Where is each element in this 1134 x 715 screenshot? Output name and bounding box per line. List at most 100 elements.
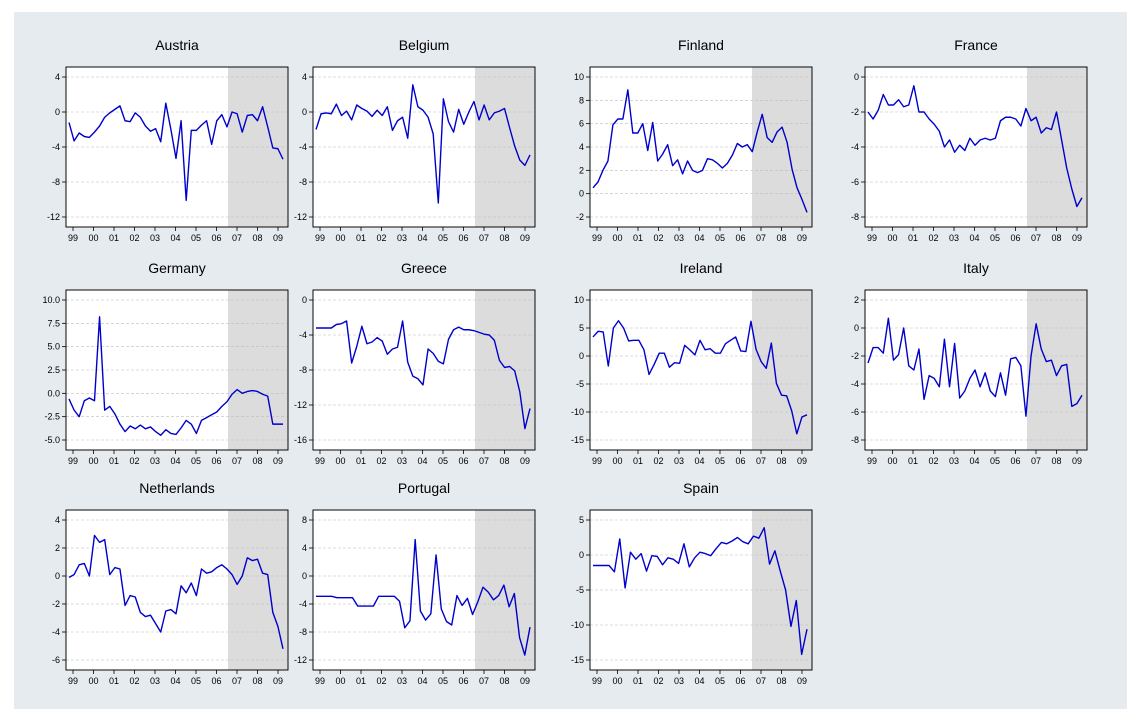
- y-tick-label: 0: [854, 323, 859, 333]
- panel-belgium: Belgium 4 0 -4 -8 -12 99 00 01 02 03 04 05 06 07 08 09: [294, 37, 536, 243]
- y-tick-label: 5.0: [47, 342, 60, 352]
- x-tick-label: 04: [170, 233, 180, 243]
- x-tick-label: 07: [1031, 233, 1041, 243]
- x-tick-label: 08: [1051, 456, 1061, 466]
- x-tick-label: 07: [232, 456, 242, 466]
- y-tick-label: 10: [574, 295, 584, 305]
- y-tick-label: -8: [299, 177, 307, 187]
- x-tick-label: 01: [356, 676, 366, 686]
- x-tick-label: 99: [592, 676, 602, 686]
- y-tick-label: -8: [52, 177, 60, 187]
- y-tick-label: -6: [851, 177, 859, 187]
- x-tick-label: 02: [129, 456, 139, 466]
- x-tick-label: 04: [170, 676, 180, 686]
- panel-title: Belgium: [399, 37, 450, 53]
- panel-title: Greece: [401, 260, 447, 276]
- plot-frame: [312, 289, 536, 451]
- series-line: [316, 320, 531, 430]
- series-line: [592, 320, 808, 435]
- y-tick-label: 6: [579, 119, 584, 129]
- panel-italy: Italy 2 0 -2 -4 -6 -8 99 00 01 02 03 04 05 06 07 08 09: [851, 260, 1088, 466]
- x-tick-label: 00: [887, 233, 897, 243]
- x-tick-label: 08: [1051, 233, 1061, 243]
- x-tick-label: 07: [756, 676, 766, 686]
- x-tick-label: 00: [335, 676, 345, 686]
- panel-portugal: Portugal 8 4 0 -4 -8 -12 99 00 01 02 03 04 05 06 07 08 09: [294, 480, 536, 686]
- y-tick-label: -10: [571, 407, 584, 417]
- x-tick-label: 06: [211, 456, 221, 466]
- x-tick-label: 99: [68, 456, 78, 466]
- y-tick-label: 2: [854, 295, 859, 305]
- x-tick-label: 07: [232, 233, 242, 243]
- x-tick-label: 08: [499, 676, 509, 686]
- y-tick-label: -6: [851, 407, 859, 417]
- x-tick-label: 01: [109, 456, 119, 466]
- x-tick-label: 05: [438, 233, 448, 243]
- plot-frame: [589, 289, 813, 451]
- y-tick-label: 4: [302, 72, 307, 82]
- plot-frame: [65, 66, 289, 228]
- y-tick-label: -4: [851, 142, 859, 152]
- y-tick-label: -5: [576, 379, 584, 389]
- plot-frame: [65, 289, 289, 451]
- x-tick-label: 05: [715, 676, 725, 686]
- x-tick-label: 00: [612, 456, 622, 466]
- x-tick-label: 09: [273, 676, 283, 686]
- y-tick-label: -15: [571, 655, 584, 665]
- x-tick-label: 00: [88, 233, 98, 243]
- series-line: [68, 534, 284, 649]
- y-tick-label: -2: [851, 351, 859, 361]
- x-tick-label: 03: [397, 233, 407, 243]
- x-tick-label: 06: [1010, 456, 1020, 466]
- x-tick-label: 04: [694, 233, 704, 243]
- y-tick-label: -4: [299, 330, 307, 340]
- y-tick-label: 0: [579, 550, 584, 560]
- y-tick-label: -4: [52, 627, 60, 637]
- plot-frame: [312, 509, 536, 671]
- panel-spain: Spain 5 0 -5 -10 -15 99 00 01 02 03 04 05 06 07 08 09: [571, 480, 813, 686]
- panel-germany: Germany 10.0 7.5 5.0 2.5 0.0 -2.5 -5.0 99 00 01 02 0…: [42, 260, 289, 466]
- x-tick-label: 04: [417, 233, 427, 243]
- x-tick-label: 02: [376, 233, 386, 243]
- x-tick-label: 07: [479, 676, 489, 686]
- panel-netherlands: Netherlands 4 2 0 -2 -4 -6 99 00 01 02 03 04 05 06 07 08…: [52, 480, 289, 686]
- y-tick-label: -2: [851, 107, 859, 117]
- x-tick-label: 04: [170, 456, 180, 466]
- y-tick-label: -8: [851, 212, 859, 222]
- y-tick-label: 10.0: [42, 295, 60, 305]
- x-tick-label: 99: [315, 676, 325, 686]
- x-tick-label: 01: [109, 676, 119, 686]
- x-tick-label: 01: [908, 456, 918, 466]
- x-tick-label: 99: [68, 233, 78, 243]
- x-tick-label: 01: [633, 676, 643, 686]
- series-line: [68, 316, 283, 437]
- plot-frame: [864, 66, 1088, 228]
- y-tick-label: 0.0: [47, 388, 60, 398]
- x-tick-label: 05: [990, 456, 1000, 466]
- x-tick-label: 09: [797, 676, 807, 686]
- x-tick-label: 03: [150, 456, 160, 466]
- x-tick-label: 99: [315, 233, 325, 243]
- x-tick-label: 08: [252, 676, 262, 686]
- shaded-region: [752, 290, 812, 450]
- x-tick-label: 99: [867, 456, 877, 466]
- x-tick-label: 08: [776, 233, 786, 243]
- panel-greece: Greece 0 -4 -8 -12 -16 99 00 01 02 03 04 05 06 07 08 09: [294, 260, 536, 466]
- x-tick-label: 07: [756, 233, 766, 243]
- x-tick-label: 02: [928, 233, 938, 243]
- x-tick-label: 08: [776, 676, 786, 686]
- x-tick-label: 00: [335, 456, 345, 466]
- y-tick-label: -10: [571, 620, 584, 630]
- x-tick-label: 09: [273, 456, 283, 466]
- panel-ireland: Ireland 10 5 0 -5 -10 -15 99 00 01 02 03 04 05 06 07 08 0…: [571, 260, 813, 466]
- x-tick-label: 02: [653, 456, 663, 466]
- x-tick-label: 07: [479, 456, 489, 466]
- series-line: [315, 84, 531, 204]
- x-tick-label: 07: [756, 456, 766, 466]
- x-tick-label: 03: [397, 456, 407, 466]
- panel-title: Italy: [963, 260, 989, 276]
- y-tick-label: -12: [47, 212, 60, 222]
- series-line: [593, 527, 808, 656]
- x-tick-label: 99: [68, 676, 78, 686]
- x-tick-label: 06: [211, 676, 221, 686]
